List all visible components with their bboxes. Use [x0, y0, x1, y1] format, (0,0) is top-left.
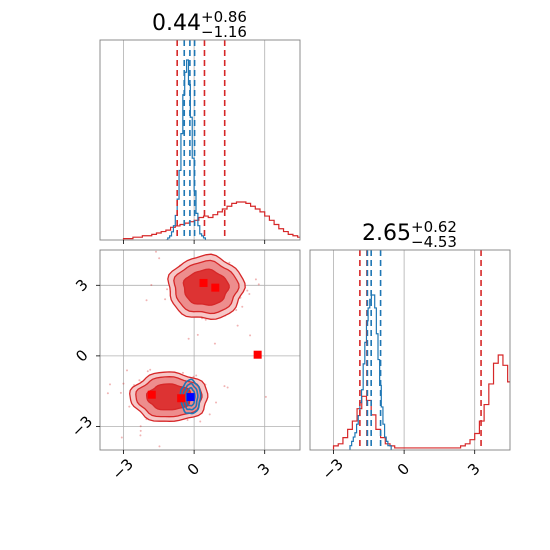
scatter-point [246, 289, 249, 292]
scatter-point [228, 261, 231, 264]
scatter-point [257, 234, 259, 236]
grid-lines [100, 40, 476, 450]
scatter-point [249, 334, 252, 337]
x-tick-label-param2: 0 [394, 460, 413, 479]
scatter-point [146, 370, 149, 373]
top-histograms [122, 40, 300, 240]
scatter-point [215, 401, 218, 404]
sample-marker [177, 394, 186, 403]
scatter-point [196, 333, 199, 336]
histogram-param2 [332, 354, 510, 450]
scatter-point [218, 241, 220, 243]
scatter-point [204, 318, 207, 321]
title-param2-upper: +0.62 [411, 218, 457, 236]
scatter-point [119, 391, 122, 394]
scatter-point [139, 429, 142, 432]
scatter-point [138, 379, 141, 382]
scatter-point [236, 324, 239, 327]
scatter-point [139, 425, 142, 428]
x-tick-label-param2: 3 [464, 460, 483, 479]
scatter-point [158, 445, 161, 448]
scatter-point [195, 374, 198, 377]
y-tick-label-param2: 0 [72, 346, 91, 365]
scatter-point [46, 373, 48, 375]
scatter-point [177, 247, 179, 249]
scatter-point [199, 420, 202, 423]
scatter-point [126, 369, 129, 372]
scatter-point [213, 342, 216, 345]
scatter-point [149, 368, 152, 371]
title-param2: 2.65 +0.62 −4.53 [362, 218, 457, 251]
title-param1-upper: +0.86 [201, 8, 247, 26]
scatter-point [122, 382, 125, 385]
y-tick-label-param2: −3 [68, 412, 96, 440]
scatter-point [186, 419, 189, 422]
scatter-point [154, 250, 157, 253]
scatter-point [166, 288, 169, 291]
sample-marker [211, 283, 220, 292]
scatter-point [97, 401, 99, 403]
x-tick-label-param1: −3 [109, 455, 137, 483]
scatter-point [254, 278, 257, 281]
scatter-point [160, 477, 162, 479]
scatter-point [248, 293, 251, 296]
contour-level [185, 387, 196, 407]
panel-frame-joint [99, 249, 301, 451]
title-param2-value: 2.65 [362, 221, 411, 246]
scatter-point [169, 248, 171, 250]
scatter-point [235, 309, 238, 312]
scatter-point [164, 298, 167, 301]
scatter-point [106, 392, 109, 395]
title-param2-lower: −4.53 [411, 233, 457, 251]
title-param1-lower: −1.16 [201, 23, 247, 41]
scatter-point [264, 395, 267, 398]
scatter-point [108, 383, 111, 386]
scatter-point [223, 385, 226, 388]
histogram-param1 [122, 201, 300, 240]
scatter-point [139, 434, 142, 437]
scatter-point [181, 371, 184, 374]
contour-level [182, 268, 230, 306]
right-histograms [332, 250, 510, 450]
panel-frame-top [99, 39, 301, 241]
scatter-point [145, 299, 148, 302]
title-param1-value: 0.44 [152, 11, 201, 36]
sample-marker [147, 390, 156, 399]
x-tick-label-param1: 3 [254, 460, 273, 479]
scatter-point [158, 257, 161, 260]
scatter-point [241, 305, 244, 308]
joint-contours [129, 253, 262, 422]
sample-marker [186, 393, 195, 402]
scatter-point [150, 283, 153, 286]
y-tick-label-param2: 3 [72, 276, 91, 295]
scatter-point [226, 386, 229, 389]
x-tick-label-param2: −3 [319, 455, 347, 483]
sample-marker [199, 278, 208, 287]
x-tick-label-param1: 0 [184, 460, 203, 479]
ticks: −3 −3 −3 0 0 0 3 3 3 [68, 240, 484, 483]
scatter-point [192, 375, 195, 378]
sample-marker [253, 350, 262, 359]
title-param1: 0.44 +0.86 −1.16 [152, 8, 247, 41]
histogram-param2 [349, 294, 392, 450]
histogram-param1 [165, 59, 207, 240]
panel-frame-right [309, 249, 511, 451]
scatter-point [120, 436, 123, 439]
scatter-point [187, 337, 190, 340]
scatter-point [128, 405, 131, 408]
scatter-point [208, 413, 211, 416]
scatter-point [257, 283, 260, 286]
